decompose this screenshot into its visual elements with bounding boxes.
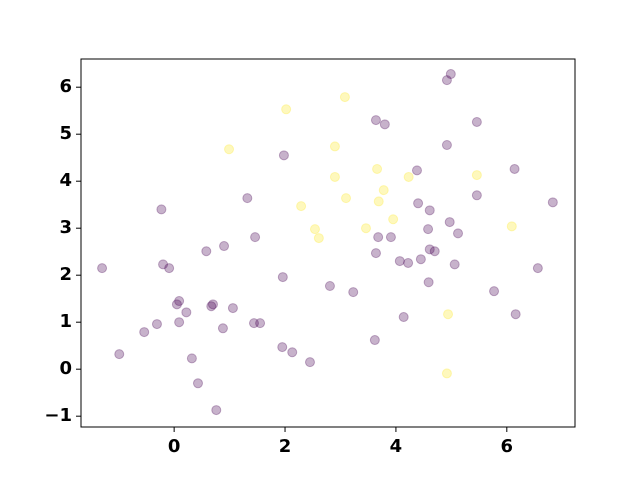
- point: [156, 204, 167, 215]
- point: [443, 309, 454, 320]
- point: [348, 287, 359, 298]
- point: [423, 277, 434, 288]
- point: [509, 163, 520, 174]
- y-tick-label: 4: [59, 170, 72, 191]
- point: [278, 150, 289, 161]
- point: [329, 141, 340, 152]
- point: [250, 232, 261, 243]
- point: [373, 232, 384, 243]
- point: [453, 228, 464, 239]
- point: [171, 299, 182, 310]
- point: [403, 257, 414, 268]
- x-tick-label: 2: [279, 436, 292, 457]
- point: [248, 318, 259, 329]
- point: [211, 405, 222, 416]
- point: [139, 327, 150, 338]
- point: [227, 303, 238, 314]
- point: [281, 104, 292, 115]
- point: [277, 342, 288, 353]
- point: [206, 301, 217, 312]
- point: [378, 185, 389, 196]
- y-tick-label: 2: [59, 264, 72, 285]
- point: [413, 198, 424, 209]
- point: [441, 368, 452, 379]
- point: [394, 256, 405, 267]
- point: [444, 217, 455, 228]
- point: [423, 224, 434, 235]
- point: [506, 221, 517, 232]
- x-tick-label: 4: [390, 436, 403, 457]
- point: [339, 92, 350, 103]
- point: [242, 193, 253, 204]
- point: [441, 140, 452, 151]
- y-tick-label: −1: [44, 405, 72, 426]
- point: [532, 263, 543, 274]
- x-tick-label: 0: [168, 436, 181, 457]
- point: [445, 69, 456, 80]
- point: [372, 163, 383, 174]
- point: [373, 196, 384, 207]
- point: [471, 190, 482, 201]
- point: [379, 119, 390, 130]
- point: [441, 75, 452, 86]
- point: [341, 193, 352, 204]
- point: [114, 349, 125, 360]
- point: [471, 116, 482, 127]
- point: [192, 378, 203, 389]
- point: [158, 259, 169, 270]
- x-tick-label: 6: [501, 436, 514, 457]
- point: [388, 214, 399, 225]
- point: [370, 248, 381, 259]
- point: [309, 224, 320, 235]
- point: [424, 244, 435, 255]
- point: [164, 263, 175, 274]
- point: [277, 272, 288, 283]
- point: [385, 232, 396, 243]
- plot-frame: [80, 58, 576, 428]
- point: [360, 223, 371, 234]
- point: [224, 144, 235, 155]
- point: [424, 205, 435, 216]
- point: [304, 357, 315, 368]
- point: [403, 171, 414, 182]
- point: [174, 296, 185, 307]
- y-tick-label: 3: [59, 217, 72, 238]
- point: [415, 254, 426, 265]
- point: [219, 241, 230, 252]
- point: [186, 353, 197, 364]
- point: [471, 170, 482, 181]
- point: [201, 246, 212, 257]
- point: [287, 347, 298, 358]
- point: [181, 307, 192, 318]
- point: [207, 299, 218, 310]
- point: [313, 233, 324, 244]
- point: [429, 246, 440, 257]
- y-tick-label: 5: [59, 123, 72, 144]
- point: [369, 335, 380, 346]
- point: [398, 312, 409, 323]
- point: [324, 281, 335, 292]
- point: [449, 259, 460, 270]
- point: [547, 197, 558, 208]
- point: [329, 171, 340, 182]
- point: [510, 309, 521, 320]
- point: [296, 201, 307, 212]
- y-tick-label: 0: [59, 358, 72, 379]
- point: [217, 323, 228, 334]
- y-tick-label: 1: [59, 311, 72, 332]
- point: [174, 317, 185, 328]
- point: [489, 286, 500, 297]
- point: [370, 115, 381, 126]
- point: [97, 263, 108, 274]
- point: [151, 319, 162, 330]
- y-tick-label: 6: [59, 76, 72, 97]
- point: [255, 318, 266, 329]
- point: [411, 165, 422, 176]
